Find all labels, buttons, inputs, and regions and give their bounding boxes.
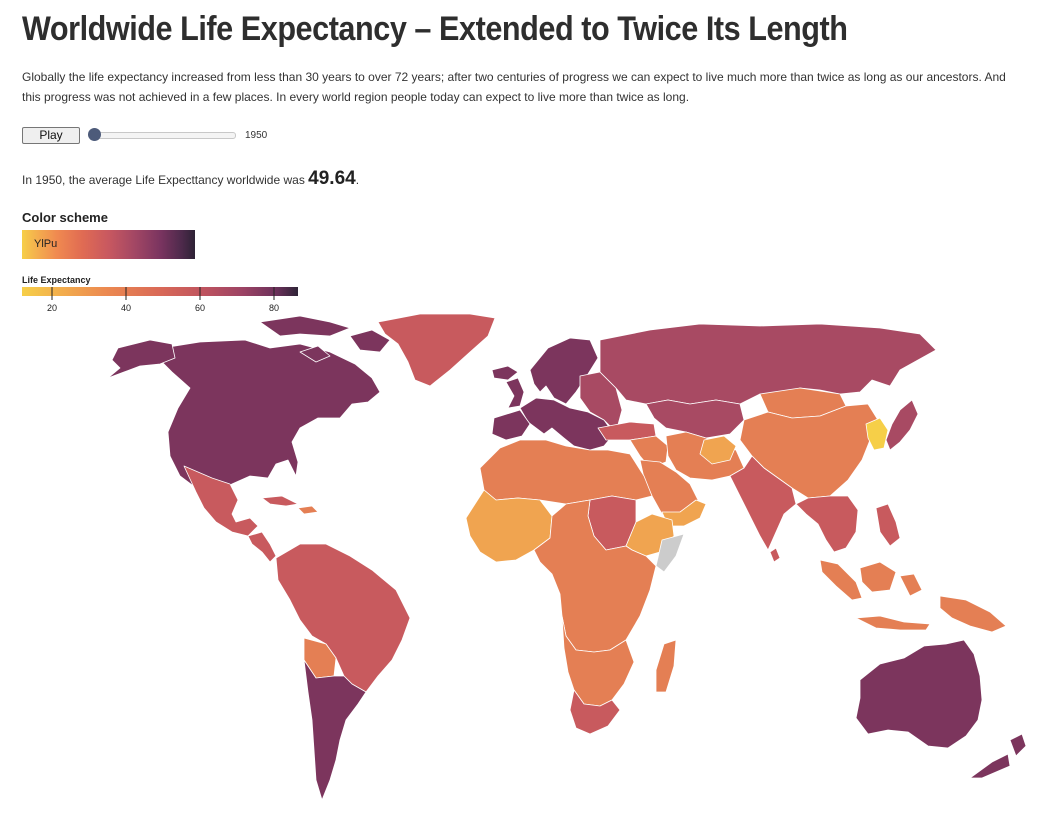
year-slider-track[interactable] <box>90 132 236 139</box>
color-scheme-title: Color scheme <box>22 210 108 225</box>
region-somalia[interactable] <box>655 533 685 573</box>
region-south-africa[interactable] <box>569 689 621 735</box>
summary-suffix: . <box>355 173 360 187</box>
region-india[interactable] <box>729 455 797 551</box>
region-scandinavia[interactable] <box>529 337 599 405</box>
region-philippines[interactable] <box>875 503 901 547</box>
region-central-africa[interactable] <box>533 499 657 653</box>
legend-tick-label: 60 <box>195 303 205 313</box>
average-summary: In 1950, the average Life Expecttancy wo… <box>22 168 359 190</box>
average-value: 49.64 <box>308 168 356 189</box>
year-label: 1950 <box>245 129 268 141</box>
region-cuba[interactable] <box>261 495 299 507</box>
region-japan[interactable] <box>885 399 919 451</box>
region-southeast-asia[interactable] <box>795 495 859 553</box>
region-sri-lanka[interactable] <box>769 547 781 563</box>
region-middle-east[interactable] <box>629 435 669 469</box>
year-slider-thumb[interactable] <box>88 128 101 141</box>
region-north-america[interactable] <box>149 339 381 497</box>
page-title: Worldwide Life Expectancy – Extended to … <box>22 10 848 48</box>
region-madagascar[interactable] <box>655 639 677 693</box>
region-alaska[interactable] <box>107 339 176 379</box>
region-mexico[interactable] <box>183 465 259 537</box>
region-korea[interactable] <box>865 417 889 451</box>
region-new-guinea[interactable] <box>939 595 1007 633</box>
region-central-america[interactable] <box>247 531 277 563</box>
region-new-zealand[interactable] <box>969 733 1027 779</box>
region-australia[interactable] <box>855 639 983 749</box>
legend-gradient <box>22 287 298 296</box>
region-south-america-north[interactable] <box>275 543 411 693</box>
world-map <box>107 313 1027 801</box>
legend-tick-label: 80 <box>269 303 279 313</box>
region-russia[interactable] <box>599 323 937 405</box>
region-united-kingdom[interactable] <box>505 377 525 409</box>
legend-tick-label: 40 <box>121 303 131 313</box>
region-southern-africa[interactable] <box>561 615 635 707</box>
region-north-africa[interactable] <box>479 439 653 505</box>
year-slider[interactable] <box>88 126 236 144</box>
region-canada-islands[interactable] <box>259 315 391 363</box>
legend-title: Life Expectancy <box>22 275 91 285</box>
legend: Life Expectancy 20 40 60 80 <box>22 275 298 315</box>
region-afghanistan[interactable] <box>699 435 737 465</box>
region-iceland[interactable] <box>491 365 519 381</box>
intro-paragraph: Globally the life expectancy increased f… <box>22 70 1006 104</box>
region-hispaniola[interactable] <box>297 505 319 515</box>
region-indonesia[interactable] <box>819 559 931 631</box>
play-button[interactable]: Play <box>22 126 80 144</box>
region-southern-cone[interactable] <box>303 659 367 801</box>
timeline-controls: Play 1950 <box>22 126 267 144</box>
region-iberia[interactable] <box>491 409 531 441</box>
legend-tick-label: 20 <box>47 303 57 313</box>
summary-prefix: In 1950, the average Life Expecttancy wo… <box>22 173 309 187</box>
region-europe[interactable] <box>519 397 615 451</box>
color-scheme-selector[interactable]: YlPu <box>22 230 195 259</box>
region-central-asia[interactable] <box>645 399 745 439</box>
legend-scale: 20 40 60 80 <box>22 287 298 313</box>
region-greenland[interactable] <box>377 313 496 387</box>
color-scheme-name: YlPu <box>34 238 58 250</box>
